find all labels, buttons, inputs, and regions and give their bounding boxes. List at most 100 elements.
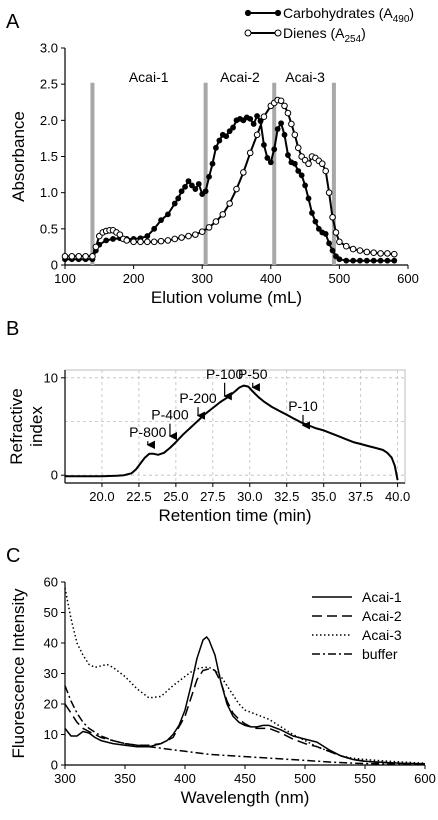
x-tick-label: 300 [191,271,213,286]
x-tick-label: 20.0 [89,489,114,504]
data-point [264,155,271,161]
y-axis-title: Fluorescence Intensity [9,588,28,759]
data-point [363,248,371,256]
data-point [212,218,220,225]
y-tick-label: 30 [44,666,58,681]
data-point [164,237,172,244]
x-tick-label: 400 [260,271,282,286]
data-point [329,247,336,254]
legend-label: buffer [362,646,398,662]
series-line [65,384,399,481]
data-point [195,181,202,187]
data-point [305,160,312,168]
data-point [318,160,326,168]
data-point [144,233,151,239]
x-tick-label: 100 [54,271,76,286]
data-point [116,231,124,238]
data-point [336,256,343,263]
data-point [123,237,131,244]
x-tick-label: 40.0 [385,489,410,504]
y-tick-label: 10 [44,727,58,742]
data-point [151,225,158,232]
data-point [271,146,278,153]
x-tick-label: 32.5 [274,489,299,504]
annotation-label: P-400 [151,407,189,423]
data-point [82,253,89,260]
data-point [384,250,391,257]
data-point [144,238,151,246]
data-point [284,109,292,117]
data-point [309,210,315,216]
annotation-label: P-800 [129,424,167,440]
data-point [277,97,285,105]
legend-marker [244,29,252,37]
x-tick-label: 22.5 [126,489,151,504]
x-tick-label: 200 [123,271,145,286]
panel-c-fluorescence-chart: C 300 350 400 450 500 550 600 0 10 20 30 40 50 60 Wavel… [6,545,436,807]
annotation-label: P-200 [179,390,217,406]
legend-marker [244,9,252,17]
data-point [171,235,179,243]
data-point [233,185,240,193]
data-point [281,102,288,110]
data-point [326,240,333,247]
data-point [240,169,247,176]
data-point [329,213,336,221]
legend-marker [274,29,282,37]
data-point [278,120,284,127]
series-line [64,668,426,765]
series-line [64,587,426,764]
panel-letter: B [6,318,19,340]
data-point [325,189,333,196]
data-point [274,126,281,132]
x-tick-label: 500 [294,771,316,786]
y-tick-label: 20 [44,697,58,712]
data-point [178,188,185,195]
data-point [357,257,363,264]
data-point [384,257,391,264]
legend-label: Acai-1 [362,589,402,605]
data-point [247,115,254,122]
x-tick-label: 550 [354,771,376,786]
data-point [226,128,233,135]
data-point [288,120,295,128]
annotation-label: P-100 [206,366,244,382]
panel-letter: A [6,11,20,33]
x-axis-title: Elution volume (mL) [151,288,302,307]
data-point [175,195,182,202]
fraction-label: Acai-1 [129,69,169,85]
data-point [223,133,230,140]
data-point [281,131,288,138]
legend-label: Acai-2 [362,608,402,624]
legend-label: Acai-3 [362,627,402,643]
data-point [295,168,302,174]
annotation-label: P-50 [238,366,268,382]
data-point [370,249,378,257]
x-tick-label: 35.0 [311,489,336,504]
x-axis-title: Wavelength (nm) [181,788,310,807]
x-tick-label: 27.5 [200,489,225,504]
y-tick-label: 60 [44,575,58,590]
data-point [250,121,257,127]
y-axis-title: Absorbance [9,111,28,202]
data-point [356,247,364,254]
y-tick-label: 3.0 [40,41,58,56]
data-point [165,211,171,218]
y-tick-label: 50 [44,605,58,620]
data-point [322,167,329,175]
legend-label: Carbohydrates (A490) [283,5,414,25]
data-point [171,200,178,207]
data-point [312,218,319,225]
x-axis-title: Retention time (min) [158,506,311,525]
data-point [349,245,357,253]
y-axis-title-line: Refractive [7,388,26,465]
y-tick-label: 0 [51,258,58,273]
data-point [110,236,116,242]
y-tick-label: 10 [44,370,58,385]
data-point [343,257,350,264]
plot-frame [64,369,406,484]
data-point [291,131,299,139]
data-point [363,257,370,264]
data-point [336,238,343,246]
